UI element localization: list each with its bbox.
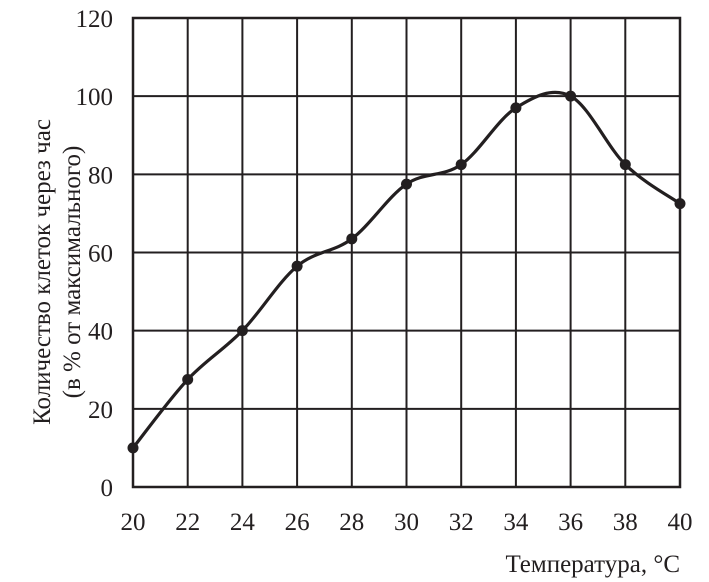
y-axis-title: Количество клеток через час (в % от макс… [29, 119, 86, 425]
y-tick-labels: 0 20 40 60 80 100 120 [76, 6, 114, 502]
plot-frame [131, 16, 682, 489]
x-tick-label: 34 [503, 509, 529, 536]
x-tick-label: 22 [175, 509, 200, 536]
y-tick-label: 100 [76, 84, 114, 111]
y-axis-title-line-2: (в % от максимального) [59, 146, 86, 399]
x-tick-label: 20 [121, 509, 146, 536]
y-tick-label: 0 [101, 475, 114, 502]
data-point [236, 325, 248, 337]
x-axis-title: Температура, °C [505, 551, 680, 578]
data-point [346, 233, 358, 245]
x-tick-label: 36 [558, 509, 583, 536]
y-tick-label: 120 [76, 6, 114, 33]
y-tick-label: 40 [88, 319, 113, 346]
x-tick-label: 24 [230, 509, 256, 536]
x-tick-label: 32 [449, 509, 474, 536]
plot-border [131, 16, 682, 489]
y-tick-label: 20 [88, 397, 113, 424]
x-tick-label: 28 [339, 509, 364, 536]
x-tick-label: 40 [668, 509, 693, 536]
data-point [619, 159, 631, 171]
data-point [674, 198, 686, 210]
x-tick-label: 30 [394, 509, 419, 536]
x-tick-label: 38 [613, 509, 638, 536]
y-tick-label: 80 [88, 162, 113, 189]
grid [133, 18, 680, 487]
x-tick-labels: 20 22 24 26 28 30 32 34 36 38 40 [121, 509, 693, 536]
data-point [565, 90, 577, 102]
data-point [510, 102, 522, 114]
y-axis-title-line-1: Количество клеток через час [29, 119, 56, 425]
x-tick-label: 26 [285, 509, 310, 536]
data-point [127, 442, 139, 454]
data-point [401, 178, 412, 190]
y-tick-label: 60 [88, 241, 113, 268]
data-point [182, 374, 194, 386]
data-point [291, 260, 303, 272]
series-group [127, 90, 686, 454]
data-point [455, 159, 467, 171]
